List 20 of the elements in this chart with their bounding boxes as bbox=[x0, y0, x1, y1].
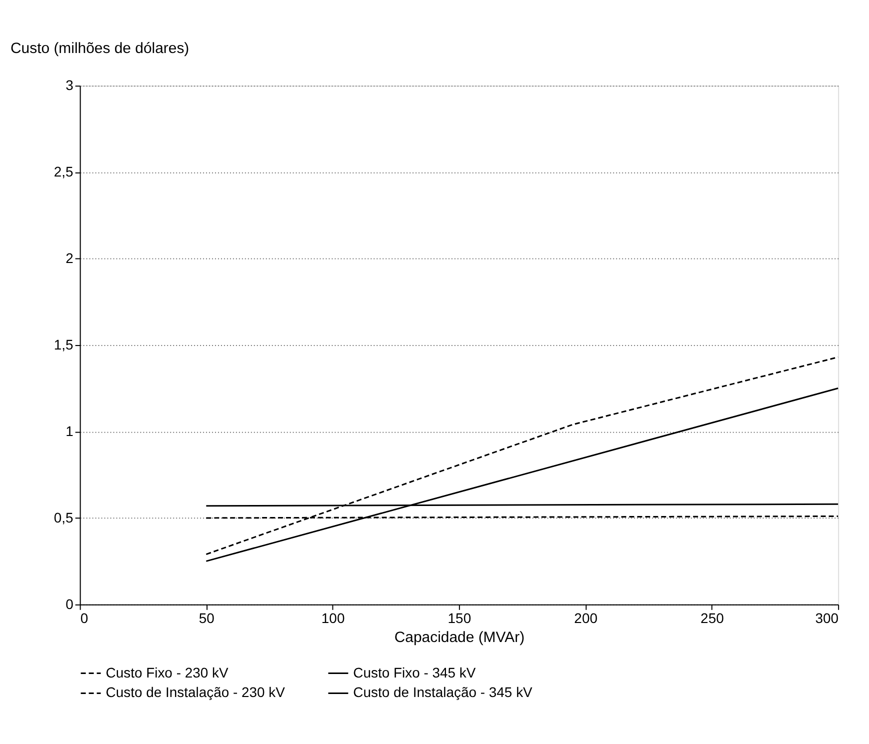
x-tick-label: 100 bbox=[321, 610, 345, 626]
legend-label: Custo de Instalação - 345 kV bbox=[353, 684, 534, 700]
x-tick-label: 200 bbox=[574, 610, 598, 626]
x-axis-title: Capacidade (MVAr) bbox=[394, 628, 525, 646]
x-tick-label: 300 bbox=[815, 610, 839, 626]
y-axis-title: Custo (milhões de dólares) bbox=[10, 40, 190, 58]
y-tick-label: 2,5 bbox=[54, 164, 74, 180]
legend-label: Custo de Instalação - 230 kV bbox=[106, 684, 286, 700]
y-tick-label: 1,5 bbox=[54, 336, 74, 353]
y-tick-label: 0,5 bbox=[54, 509, 74, 526]
legend-label: Custo Fixo - 230 kV bbox=[106, 664, 229, 680]
x-tick-label: 0 bbox=[80, 610, 88, 626]
x-tick-label: 50 bbox=[198, 610, 215, 626]
y-tick-label: 3 bbox=[66, 77, 74, 94]
x-tick-label: 150 bbox=[448, 610, 472, 626]
legend-label: Custo Fixo - 345 kV bbox=[353, 664, 476, 680]
y-tick-label: 0 bbox=[66, 596, 74, 612]
y-tick-label: 1 bbox=[66, 422, 74, 439]
y-tick-label: 2 bbox=[66, 250, 74, 266]
x-tick-label: 250 bbox=[700, 610, 724, 626]
